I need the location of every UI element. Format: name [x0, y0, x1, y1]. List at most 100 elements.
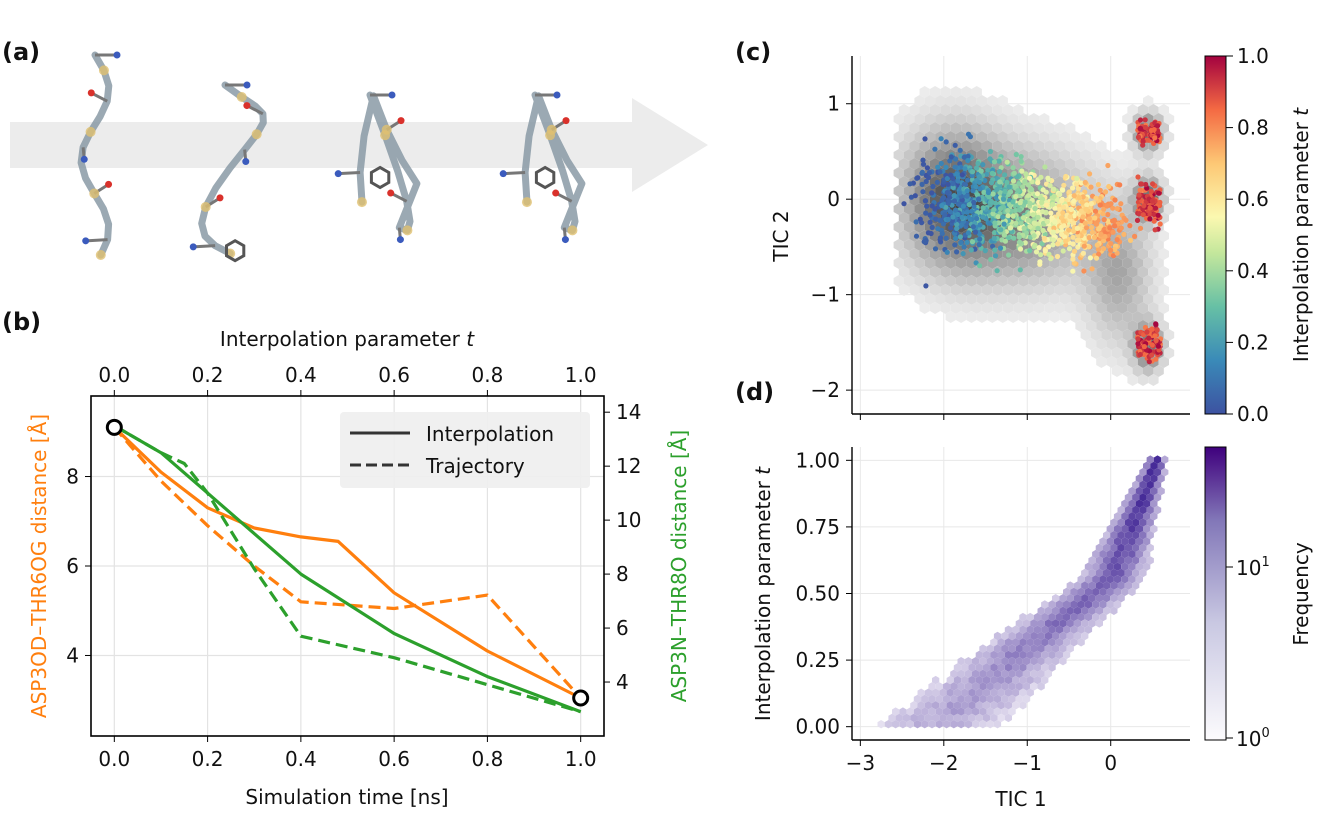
- panel-d-hexbin: [961, 688, 969, 697]
- panel-c-point: [974, 192, 981, 198]
- panel-c-hexbin: [1106, 284, 1117, 296]
- panel-c-hexbin: [1018, 113, 1029, 125]
- panel-c-hexbin: [940, 302, 951, 314]
- residue-highlight: [236, 92, 247, 103]
- panel-c-point: [1070, 241, 1076, 247]
- panel-c-hexbin: [1153, 167, 1164, 179]
- panel-d-hexbin: [892, 720, 900, 729]
- panel-c-hexbin: [1085, 140, 1097, 152]
- panel-c-hexbin: [1059, 293, 1071, 305]
- panel-d-hexbin: [1132, 556, 1140, 565]
- aromatic-ring: [534, 165, 556, 190]
- panel-c-hexbin: [1117, 338, 1128, 350]
- panel-d-hexbin: [1012, 638, 1020, 647]
- panel-c-point: [961, 244, 967, 250]
- panel-c-point: [1071, 193, 1077, 199]
- panel-c-point: [1153, 338, 1159, 344]
- panel-d-hexbin: [1001, 644, 1009, 653]
- panel-c-point: [920, 161, 927, 167]
- panel-c-point: [938, 160, 944, 167]
- panel-c-hexbin: [1137, 248, 1149, 260]
- panel-c-hexbin: [1039, 149, 1050, 161]
- panel-c-point: [987, 156, 993, 162]
- panel-d-hexbin: [1143, 549, 1151, 559]
- panel-c-hexbin: [1096, 158, 1107, 170]
- panel-c-hexbin: [904, 167, 915, 179]
- panel-c-point: [1061, 182, 1067, 188]
- panel-c-hexbin: [898, 230, 910, 242]
- panel-d-hexbin: [950, 669, 958, 678]
- panel-d-hexbin: [986, 644, 994, 653]
- panel-d-hexbin: [1132, 581, 1140, 590]
- panel-c-point: [1149, 342, 1155, 348]
- panel-c-point: [948, 225, 954, 231]
- panel-c-hexbin: [919, 266, 930, 278]
- panel-c-point: [998, 227, 1004, 233]
- panel-c-point: [1056, 211, 1062, 217]
- panel-d-hexbin: [1015, 644, 1023, 653]
- panel-c-hexbin: [1148, 284, 1159, 296]
- panel-c-point: [971, 203, 977, 209]
- panel-c-hexbin: [1132, 239, 1143, 251]
- panel-c-hexbin: [950, 284, 962, 296]
- panel-c-hexbin: [929, 266, 941, 278]
- panel-c-point: [1137, 117, 1144, 123]
- panel-c-point: [939, 231, 945, 237]
- panel-c-hexbin: [976, 113, 988, 125]
- atom: [82, 237, 90, 245]
- panel-c-point: [965, 230, 972, 236]
- panel-c-hexbin: [1153, 275, 1164, 287]
- panel-c-point: [923, 210, 929, 216]
- panel-c-point: [943, 235, 949, 241]
- panel-c-hexbin: [1075, 302, 1086, 314]
- panel-d-hexbin: [990, 663, 998, 672]
- panel-d-hexbin: [1044, 644, 1052, 653]
- panel-d-hexbin: [1124, 505, 1133, 515]
- panel-d-hexbin: [1081, 606, 1089, 615]
- panel-c-cb-tick-label: 1.0: [1237, 44, 1269, 68]
- panel-d-hexbin: [968, 675, 976, 685]
- panel-c-point: [1086, 216, 1092, 222]
- panel-d-hexbin: [1022, 694, 1031, 704]
- panel-c-point: [1067, 213, 1073, 220]
- panel-c-hexbin: [1127, 248, 1138, 260]
- panel-c-point: [955, 211, 961, 218]
- panel-c-point: [1020, 184, 1026, 190]
- panel-c-hexbin: [1007, 113, 1019, 125]
- residue-highlight: [402, 225, 413, 236]
- panel-c-point: [955, 201, 962, 207]
- panel-c-hexbin: [1148, 248, 1159, 260]
- panel-d-hexbin: [1041, 675, 1049, 685]
- panel-c-hexbin: [971, 284, 982, 296]
- panel-b-y2tick-label: 8: [616, 562, 629, 586]
- panel-c-hexbin: [981, 122, 993, 134]
- panel-c-hexbin: [919, 104, 930, 116]
- panel-d-hexbin: [1161, 455, 1169, 464]
- panel-c-hexbin: [1023, 302, 1034, 314]
- panel-c-point: [924, 165, 931, 171]
- panel-c-hexbin: [945, 311, 956, 323]
- panel-c-hexbin: [1044, 266, 1055, 278]
- cb-tick-10e1: 101: [1236, 555, 1270, 580]
- panel-b-top-xtick-label: 0.0: [98, 363, 130, 387]
- panel-d-hexbin: [1139, 493, 1147, 502]
- panel-c-hexbin: [929, 248, 941, 260]
- panel-c-hexbin: [1085, 284, 1097, 296]
- panel-c-hexbin: [935, 95, 946, 107]
- panel-c-point: [923, 178, 929, 185]
- panel-d-hexbin: [1124, 568, 1133, 578]
- panel-c-point: [1038, 174, 1044, 180]
- panel-b-series-1: [113, 426, 582, 700]
- panel-c-hexbin: [1111, 329, 1123, 341]
- panel-c-hexbin: [1085, 320, 1097, 332]
- panel-d-hexbin: [1030, 631, 1038, 641]
- panel-c-point: [1105, 162, 1111, 169]
- panel-d-chart: −3 −2 −1 0 0.00 0.25 0.50 0.75 1.00 TIC 1 Interp…: [751, 446, 1313, 811]
- panel-c-point: [1017, 267, 1023, 273]
- panel-d-hexbin: [1019, 650, 1027, 660]
- panel-d-hexbin: [913, 694, 922, 704]
- panel-c-hexbin: [1122, 329, 1133, 341]
- panel-c-hexbin: [1127, 284, 1138, 296]
- panel-c-hexbin: [976, 95, 988, 107]
- atom: [105, 180, 113, 188]
